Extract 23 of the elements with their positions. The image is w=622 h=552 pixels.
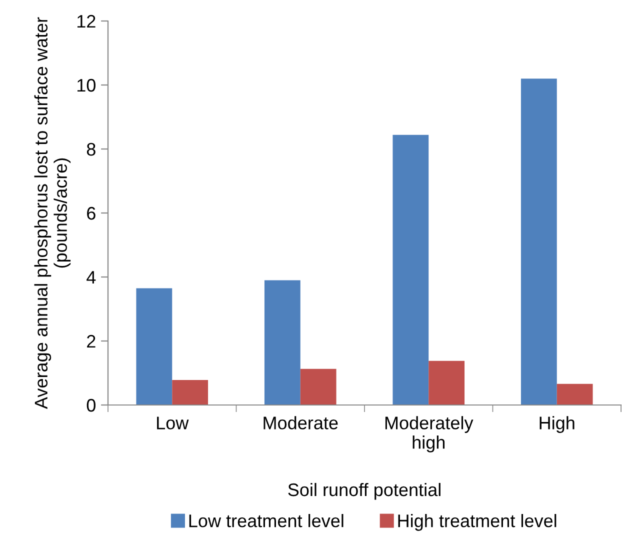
x-tick-label: Moderate — [264, 416, 338, 430]
x-tick-label: Low — [157, 416, 189, 430]
y-tick-label: 4 — [86, 271, 96, 284]
x-tick-label: High — [540, 416, 574, 433]
bar — [300, 368, 336, 405]
y-tick-label: 12 — [77, 14, 96, 28]
bar — [264, 280, 300, 405]
y-tick-label: 8 — [86, 142, 96, 156]
y-tick-label: 10 — [77, 78, 96, 92]
bar — [556, 384, 593, 405]
bar — [520, 78, 557, 405]
y-tick-label: 0 — [86, 398, 96, 412]
bar — [172, 380, 208, 405]
bar — [392, 134, 429, 405]
bar — [136, 288, 172, 405]
bar — [428, 360, 465, 405]
x-axis-title: Soil runoff potential — [288, 482, 440, 500]
legend-label: High treatment level — [398, 514, 556, 531]
y-axis-title: Average annual phosphorus lost to surface water (pounds/acre) — [34, 17, 71, 410]
legend-label: Low treatment level — [189, 514, 344, 528]
x-tick-label: Moderately high — [385, 416, 474, 452]
y-tick-label: 2 — [87, 334, 96, 348]
y-tick-label: 6 — [87, 206, 96, 220]
